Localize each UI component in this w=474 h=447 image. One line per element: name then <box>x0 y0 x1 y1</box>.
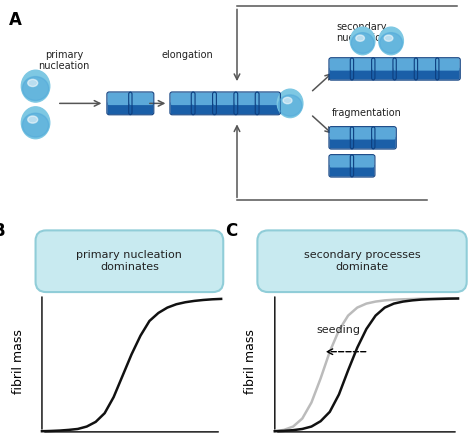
Text: C: C <box>225 222 237 240</box>
Ellipse shape <box>22 113 49 137</box>
FancyBboxPatch shape <box>191 101 216 114</box>
FancyBboxPatch shape <box>415 67 438 80</box>
Text: seeding: seeding <box>316 325 360 335</box>
FancyBboxPatch shape <box>257 230 467 292</box>
FancyBboxPatch shape <box>213 93 237 105</box>
FancyBboxPatch shape <box>329 164 353 177</box>
FancyBboxPatch shape <box>129 93 154 105</box>
Text: elongation: elongation <box>161 50 213 59</box>
FancyBboxPatch shape <box>329 155 353 168</box>
FancyBboxPatch shape <box>171 93 195 105</box>
Text: fibril mass: fibril mass <box>244 329 257 394</box>
FancyBboxPatch shape <box>234 93 259 105</box>
FancyBboxPatch shape <box>329 58 353 71</box>
Ellipse shape <box>277 89 303 118</box>
Text: primary
nucleation: primary nucleation <box>38 50 90 71</box>
FancyBboxPatch shape <box>436 58 460 71</box>
Ellipse shape <box>27 116 38 123</box>
Ellipse shape <box>350 27 375 55</box>
FancyBboxPatch shape <box>372 67 396 80</box>
FancyBboxPatch shape <box>393 67 417 80</box>
Ellipse shape <box>351 33 374 53</box>
Text: secondary processes
dominate: secondary processes dominate <box>304 250 420 272</box>
Ellipse shape <box>22 76 49 101</box>
Text: primary nucleation
dominates: primary nucleation dominates <box>76 250 182 272</box>
FancyBboxPatch shape <box>191 93 216 105</box>
FancyBboxPatch shape <box>372 58 396 71</box>
FancyBboxPatch shape <box>213 101 237 114</box>
Ellipse shape <box>27 80 38 87</box>
Text: fragmentation: fragmentation <box>332 108 401 118</box>
FancyBboxPatch shape <box>107 93 132 105</box>
FancyBboxPatch shape <box>329 127 353 139</box>
FancyBboxPatch shape <box>351 155 374 168</box>
Ellipse shape <box>384 35 393 41</box>
FancyBboxPatch shape <box>372 136 396 148</box>
Ellipse shape <box>379 27 403 55</box>
Ellipse shape <box>356 35 365 41</box>
FancyBboxPatch shape <box>234 101 259 114</box>
FancyBboxPatch shape <box>107 101 132 114</box>
FancyBboxPatch shape <box>415 58 438 71</box>
FancyBboxPatch shape <box>329 136 353 148</box>
FancyBboxPatch shape <box>351 67 374 80</box>
Text: A: A <box>9 11 21 29</box>
FancyBboxPatch shape <box>393 58 417 71</box>
FancyBboxPatch shape <box>351 136 374 148</box>
Text: fibril mass: fibril mass <box>12 329 25 394</box>
Ellipse shape <box>380 33 402 53</box>
FancyBboxPatch shape <box>372 127 396 139</box>
FancyBboxPatch shape <box>329 67 353 80</box>
FancyBboxPatch shape <box>436 67 460 80</box>
FancyBboxPatch shape <box>256 93 280 105</box>
Ellipse shape <box>21 70 50 102</box>
Text: secondary
nucleation: secondary nucleation <box>337 21 388 43</box>
Ellipse shape <box>21 107 50 139</box>
Ellipse shape <box>278 95 302 116</box>
FancyBboxPatch shape <box>36 230 223 292</box>
FancyBboxPatch shape <box>351 58 374 71</box>
FancyBboxPatch shape <box>129 101 154 114</box>
Text: B: B <box>0 222 6 240</box>
FancyBboxPatch shape <box>171 101 195 114</box>
FancyBboxPatch shape <box>351 127 374 139</box>
Ellipse shape <box>283 97 292 104</box>
FancyBboxPatch shape <box>351 164 374 177</box>
FancyBboxPatch shape <box>256 101 280 114</box>
